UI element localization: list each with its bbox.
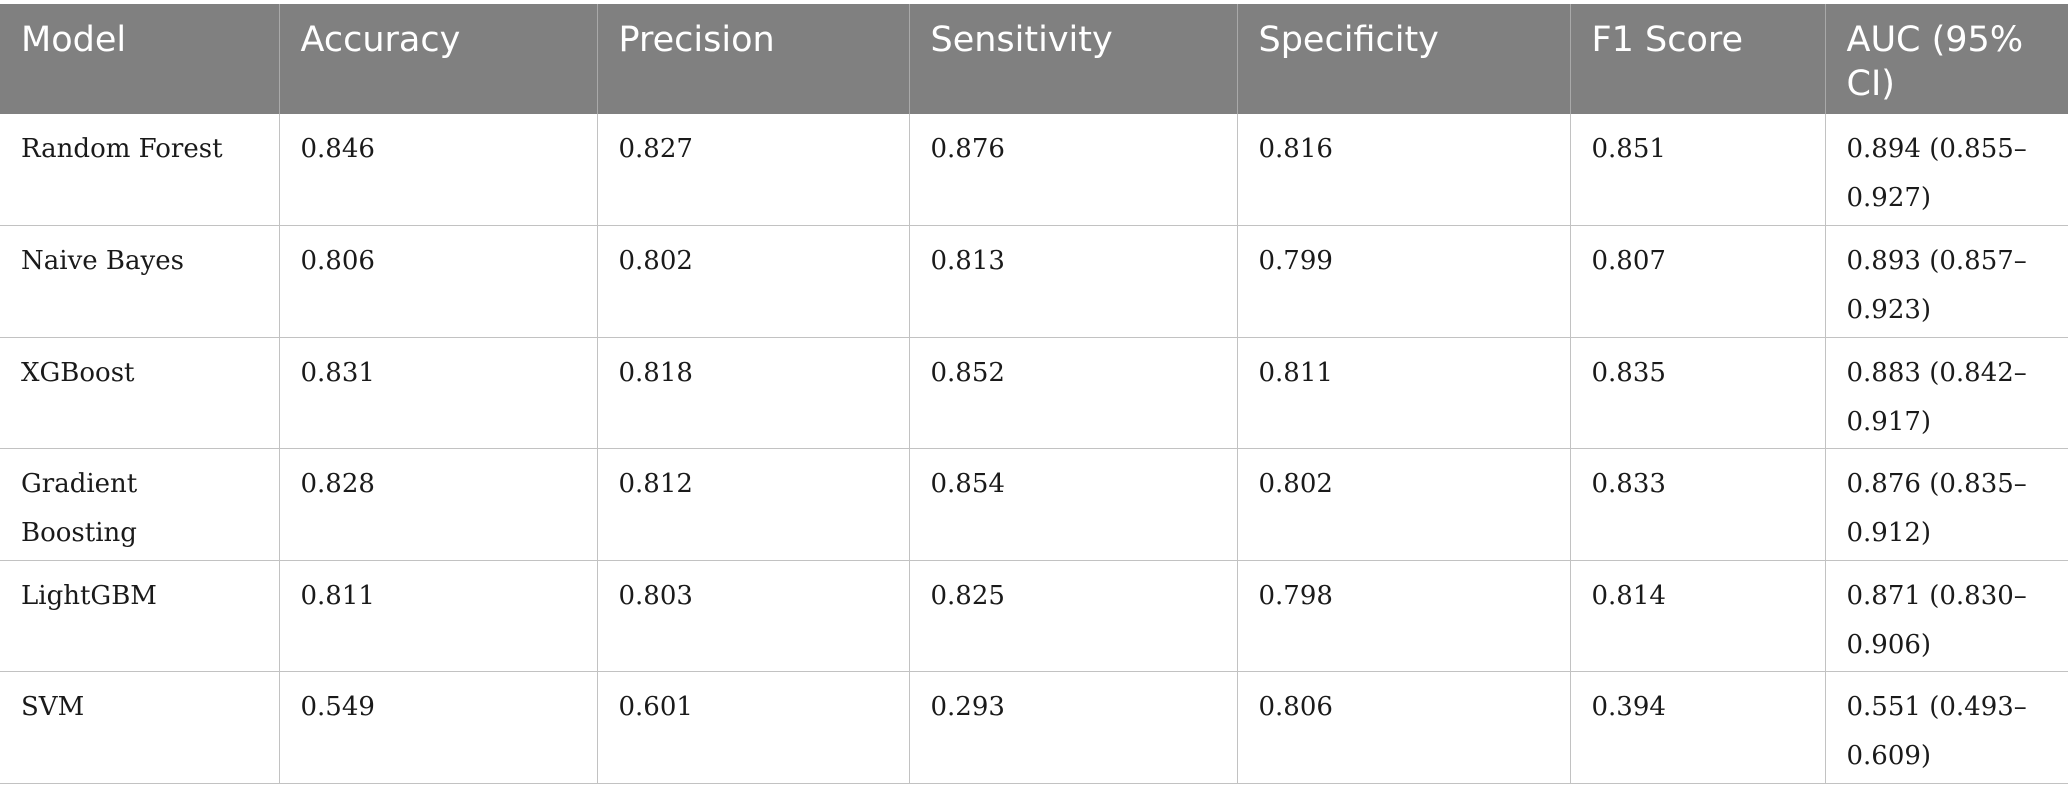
cell-accuracy: 0.828 (278, 448, 597, 561)
cell-accuracy: 0.811 (278, 560, 597, 672)
table-row: Gradient Boosting 0.828 0.812 0.854 0.80… (0, 448, 2068, 561)
cell-precision: 0.812 (596, 448, 909, 561)
cell-accuracy: 0.846 (278, 114, 597, 226)
cell-accuracy: 0.806 (278, 225, 597, 338)
table-row: SVM 0.549 0.601 0.293 0.806 0.394 0.551 … (0, 671, 2068, 784)
cell-precision: 0.601 (596, 671, 909, 784)
cell-precision: 0.827 (596, 114, 909, 226)
cell-auc: 0.894 (0.855–0.927) (1824, 114, 2068, 226)
cell-model: LightGBM (0, 560, 279, 672)
cell-auc: 0.871 (0.830–0.906) (1824, 560, 2068, 672)
header-f1-score: F1 Score (1569, 4, 1825, 114)
cell-precision: 0.803 (596, 560, 909, 672)
cell-auc: 0.551 (0.493–0.609) (1824, 671, 2068, 784)
cell-auc: 0.876 (0.835–0.912) (1824, 448, 2068, 561)
cell-sensitivity: 0.876 (908, 114, 1237, 226)
table-row: Random Forest 0.846 0.827 0.876 0.816 0.… (0, 114, 2068, 226)
header-model: Model (0, 4, 279, 114)
cell-specificity: 0.806 (1236, 671, 1570, 784)
cell-f1-score: 0.833 (1569, 448, 1825, 561)
cell-specificity: 0.798 (1236, 560, 1570, 672)
cell-f1-score: 0.814 (1569, 560, 1825, 672)
cell-f1-score: 0.394 (1569, 671, 1825, 784)
cell-specificity: 0.816 (1236, 114, 1570, 226)
cell-f1-score: 0.835 (1569, 337, 1825, 449)
cell-model: Gradient Boosting (0, 448, 279, 561)
cell-model: XGBoost (0, 337, 279, 449)
cell-f1-score: 0.807 (1569, 225, 1825, 338)
cell-precision: 0.802 (596, 225, 909, 338)
cell-specificity: 0.802 (1236, 448, 1570, 561)
cell-sensitivity: 0.825 (908, 560, 1237, 672)
cell-precision: 0.818 (596, 337, 909, 449)
cell-auc: 0.883 (0.842–0.917) (1824, 337, 2068, 449)
cell-specificity: 0.811 (1236, 337, 1570, 449)
table-row: XGBoost 0.831 0.818 0.852 0.811 0.835 0.… (0, 337, 2068, 449)
cell-accuracy: 0.549 (278, 671, 597, 784)
cell-model: SVM (0, 671, 279, 784)
cell-sensitivity: 0.854 (908, 448, 1237, 561)
header-sensitivity: Sensitivity (908, 4, 1237, 114)
header-accuracy: Accuracy (278, 4, 597, 114)
header-specificity: Specificity (1236, 4, 1570, 114)
table-row: Naive Bayes 0.806 0.802 0.813 0.799 0.80… (0, 225, 2068, 338)
cell-sensitivity: 0.813 (908, 225, 1237, 338)
cell-model: Random Forest (0, 114, 279, 226)
model-performance-table: Model Accuracy Precision Sensitivity Spe… (0, 4, 2068, 784)
cell-f1-score: 0.851 (1569, 114, 1825, 226)
cell-specificity: 0.799 (1236, 225, 1570, 338)
cell-sensitivity: 0.852 (908, 337, 1237, 449)
cell-accuracy: 0.831 (278, 337, 597, 449)
table-row: LightGBM 0.811 0.803 0.825 0.798 0.814 0… (0, 560, 2068, 672)
cell-auc: 0.893 (0.857–0.923) (1824, 225, 2068, 338)
header-auc: AUC (95% CI) (1824, 4, 2068, 114)
cell-model: Naive Bayes (0, 225, 279, 338)
cell-sensitivity: 0.293 (908, 671, 1237, 784)
table-header-row: Model Accuracy Precision Sensitivity Spe… (0, 4, 2068, 114)
header-precision: Precision (596, 4, 909, 114)
